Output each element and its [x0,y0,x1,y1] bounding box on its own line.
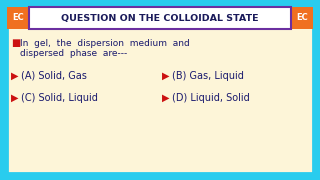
Text: In  gel,  the  dispersion  medium  and: In gel, the dispersion medium and [20,39,190,48]
Text: ▶: ▶ [11,71,19,81]
Text: EC: EC [12,14,24,22]
Text: (C) Solid, Liquid: (C) Solid, Liquid [21,93,98,103]
Text: dispersed  phase  are---: dispersed phase are--- [20,50,127,59]
Bar [7,7,29,29]
Bar [29,7,291,29]
Text: ▶: ▶ [11,93,19,103]
Text: (A) Solid, Gas: (A) Solid, Gas [21,71,87,81]
Text: ■: ■ [11,38,20,48]
Text: ▶: ▶ [162,93,170,103]
Text: ▶: ▶ [162,71,170,81]
Text: (B) Gas, Liquid: (B) Gas, Liquid [172,71,244,81]
Text: (D) Liquid, Solid: (D) Liquid, Solid [172,93,250,103]
Bar [291,7,313,29]
Text: QUESTION ON THE COLLOIDAL STATE: QUESTION ON THE COLLOIDAL STATE [61,14,259,22]
Text: EC: EC [296,14,308,22]
